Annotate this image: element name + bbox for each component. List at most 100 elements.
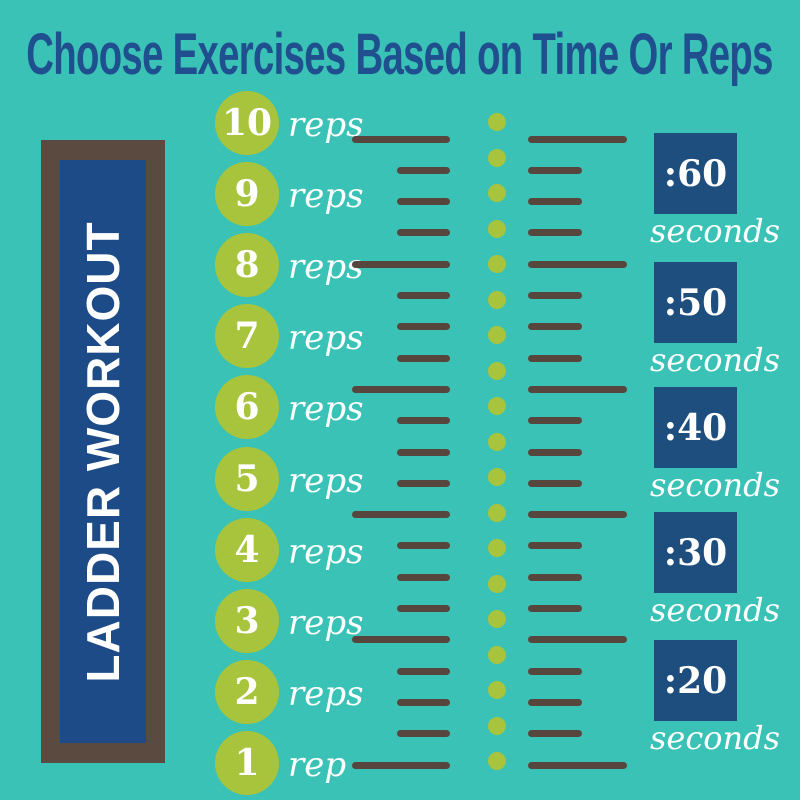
ladder-rung-right	[528, 385, 627, 393]
ladder-rung-right	[528, 698, 582, 706]
rep-unit-label: reps	[288, 531, 364, 572]
time-value: :40	[663, 406, 728, 449]
ladder-dot	[488, 539, 506, 557]
ladder-rung-left	[352, 135, 450, 143]
ladder-rung-left	[397, 198, 450, 206]
time-unit-label: seconds	[649, 719, 781, 757]
time-unit-label: seconds	[649, 341, 781, 379]
ladder-rung-left	[397, 292, 450, 299]
page-title: Choose Exercises Based on Time Or Reps	[26, 22, 774, 87]
rep-count: 10	[221, 102, 273, 144]
rep-count-badge: 2	[215, 659, 279, 724]
ladder-rung-right	[528, 229, 582, 237]
rep-count-badge: 9	[215, 162, 279, 227]
ladder-rung-right	[528, 730, 582, 738]
ladder-dot	[488, 468, 506, 486]
rep-count: 9	[234, 173, 260, 216]
ladder-dot	[488, 255, 506, 273]
ladder-dot	[488, 752, 506, 770]
ladder-workout-panel: LADDER WORKOUT	[60, 160, 146, 743]
ladder-rung-left	[397, 667, 450, 675]
ladder-rung-right	[528, 667, 582, 675]
time-unit-label: seconds	[649, 591, 781, 629]
rep-count-badge: 3	[215, 588, 279, 653]
ladder-workout-label: LADDER WORKOUT	[77, 220, 129, 683]
time-badge: :40	[654, 387, 737, 468]
ladder-dot	[488, 681, 506, 699]
ladder-dot	[488, 290, 506, 309]
time-value: :60	[663, 152, 728, 195]
rep-count-badge: 7	[215, 304, 279, 369]
ladder-rung-left	[352, 511, 450, 519]
ladder-dot	[488, 610, 506, 628]
time-badge: :20	[654, 640, 737, 721]
ladder-dot	[488, 113, 506, 131]
time-badge: :30	[654, 512, 737, 593]
ladder-rung-right	[528, 479, 582, 487]
rep-count-badge: 5	[215, 446, 279, 511]
ladder-dot	[488, 184, 506, 202]
time-value: :30	[663, 531, 728, 574]
ladder-rung-right	[528, 198, 582, 206]
ladder-rung-left	[352, 385, 450, 393]
rep-count: 6	[234, 386, 260, 429]
ladder-rung-left	[397, 229, 450, 237]
ladder-rung-right	[528, 542, 582, 550]
rep-unit-label: reps	[288, 460, 364, 501]
ladder-rung-right	[528, 135, 627, 143]
ladder-rung-left	[397, 448, 450, 456]
ladder-rung-right	[528, 511, 627, 519]
ladder-dot	[488, 326, 506, 344]
ladder-rung-left	[397, 479, 450, 487]
ladder-rung-right	[528, 354, 582, 362]
ladder-rung-right	[528, 292, 582, 299]
time-unit-label: seconds	[649, 466, 781, 504]
ladder-dot	[488, 716, 506, 735]
rep-count-badge: 1	[215, 730, 279, 795]
ladder-rung-left	[352, 260, 450, 268]
rep-count: 2	[234, 670, 260, 713]
ladder-rung-left	[397, 323, 450, 331]
ladder-dot	[488, 148, 506, 167]
ladder-rung-right	[528, 573, 582, 581]
time-badge: :50	[654, 262, 737, 343]
ladder-rung-left	[397, 354, 450, 362]
ladder-rung-right	[528, 448, 582, 456]
rep-count: 7	[234, 315, 260, 358]
ladder-rung-left	[397, 166, 450, 174]
rep-unit-label: reps	[288, 389, 364, 430]
ladder-rung-left	[397, 730, 450, 738]
rep-unit-label: reps	[288, 673, 364, 714]
ladder-rung-right	[528, 323, 582, 331]
rep-count: 4	[234, 528, 260, 571]
ladder-rung-left	[397, 698, 450, 706]
rep-count-badge: 4	[215, 517, 279, 582]
ladder-workout-frame: LADDER WORKOUT	[41, 140, 165, 763]
ladder-rung-right	[528, 761, 627, 769]
ladder-dot	[488, 361, 506, 380]
ladder-rung-right	[528, 417, 582, 425]
time-value: :20	[663, 659, 728, 702]
ladder-rung-left	[352, 761, 450, 769]
ladder-rung-left	[352, 636, 450, 644]
rep-count: 3	[234, 599, 260, 642]
ladder-rung-right	[528, 636, 627, 644]
title-row: Choose Exercises Based on Time Or Reps	[0, 26, 800, 84]
ladder-dot	[488, 432, 506, 451]
ladder-rung-right	[528, 260, 627, 268]
rep-count: 8	[234, 244, 260, 287]
rep-unit-label: reps	[288, 318, 364, 359]
time-unit-label: seconds	[649, 212, 781, 250]
rep-unit-label: reps	[288, 105, 364, 145]
rep-count: 5	[234, 457, 260, 500]
ladder-rung-left	[397, 417, 450, 425]
ladder-dot	[488, 219, 506, 238]
ladder-dot	[488, 503, 506, 522]
rep-count-badge: 10	[215, 91, 279, 155]
ladder-dot	[488, 574, 506, 593]
rep-unit-label: rep	[288, 744, 347, 785]
rep-unit-label: reps	[288, 247, 364, 288]
rep-count: 1	[234, 741, 260, 784]
ladder-dot	[488, 397, 506, 415]
